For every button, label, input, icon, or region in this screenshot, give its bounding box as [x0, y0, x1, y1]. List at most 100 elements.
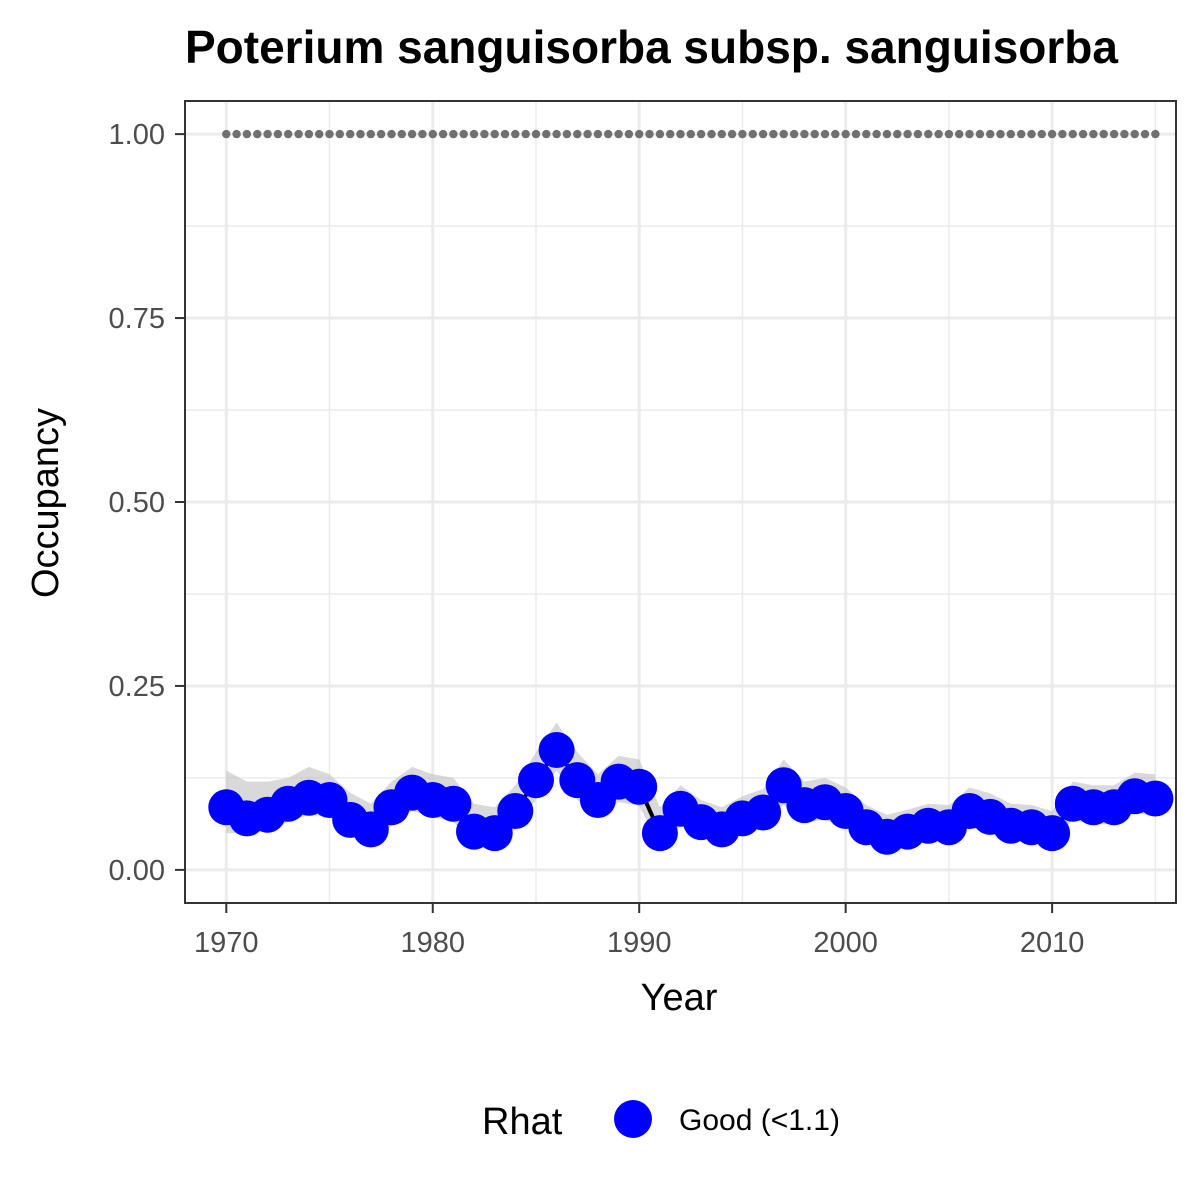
x-tick-label: 1970 [194, 927, 259, 959]
reference-dot [562, 129, 572, 139]
reference-dot [397, 129, 406, 139]
reference-dot [800, 129, 809, 139]
reference-dot [1047, 129, 1057, 139]
reference-dot [975, 129, 985, 139]
y-tick-label: 0.00 [109, 855, 165, 887]
reference-dot [624, 129, 634, 139]
reference-dot [758, 129, 768, 139]
reference-dot [851, 129, 861, 139]
y-axis-title: Occupancy [25, 408, 67, 598]
x-tick-label: 2000 [813, 927, 878, 959]
data-point [621, 768, 658, 805]
reference-dot [789, 129, 799, 139]
reference-dot [253, 129, 262, 139]
reference-dot [779, 129, 788, 139]
reference-dot [542, 129, 551, 139]
reference-dot [604, 129, 613, 139]
reference-dot [335, 129, 344, 139]
reference-dot [913, 129, 923, 139]
reference-dot [346, 129, 355, 139]
reference-dot [986, 129, 995, 139]
reference-dot [893, 129, 902, 139]
reference-dot [1130, 129, 1139, 139]
y-tick-label: 0.50 [109, 487, 165, 519]
reference-dot [593, 129, 603, 139]
reference-dot [511, 129, 520, 139]
reference-dot [1089, 129, 1098, 139]
reference-dot [810, 129, 819, 139]
reference-dot [428, 129, 437, 139]
reference-dot [1151, 129, 1160, 139]
plot-panel [184, 100, 1177, 904]
x-axis-title: Year [641, 977, 718, 1019]
reference-dot [1027, 129, 1036, 139]
reference-dot [655, 129, 665, 139]
reference-dot [459, 129, 468, 139]
reference-dot [841, 129, 850, 139]
reference-dot [1140, 129, 1150, 139]
reference-dot [500, 129, 510, 139]
reference-dot [304, 129, 314, 139]
reference-dot [955, 129, 964, 139]
reference-dot [1037, 129, 1047, 139]
reference-dot [449, 129, 458, 139]
x-tick-label: 1990 [607, 927, 672, 959]
reference-dot [645, 129, 654, 139]
reference-dot [315, 129, 324, 139]
reference-dot [552, 129, 561, 139]
reference-dot [366, 129, 375, 139]
reference-dot [820, 129, 830, 139]
reference-dot [583, 129, 592, 139]
reference-dot [903, 129, 912, 139]
reference-dot [748, 129, 757, 139]
reference-dot [924, 129, 933, 139]
reference-dot [1109, 129, 1119, 139]
x-axis: 1970 1980 1990 2000 2010 [194, 903, 1084, 959]
reference-dot [232, 129, 241, 139]
reference-dot [996, 129, 1005, 139]
reference-dot [872, 129, 881, 139]
chart-title: Poterium sanguisorba subsp. sanguisorba [185, 21, 1118, 73]
reference-dot [294, 129, 303, 139]
y-axis: 0.00 0.25 0.50 0.75 1.00 [109, 119, 185, 887]
reference-dot [1006, 129, 1015, 139]
x-tick-label: 1980 [400, 927, 465, 959]
reference-dot [480, 129, 489, 139]
data-point [745, 794, 782, 831]
reference-dot [325, 129, 334, 139]
x-tick-label: 2010 [1020, 927, 1085, 959]
data-points [208, 732, 1174, 855]
y-tick-label: 0.75 [109, 303, 165, 335]
reference-dot [717, 129, 726, 139]
reference-dot [1078, 129, 1088, 139]
reference-dot [707, 129, 716, 139]
reference-dot [686, 129, 695, 139]
reference-dot [284, 129, 293, 139]
data-point [538, 732, 575, 768]
reference-dot [490, 129, 499, 139]
legend: Rhat Good (<1.1) [482, 1100, 840, 1143]
reference-dot [1017, 129, 1026, 139]
reference-dot [263, 129, 272, 139]
reference-dot [242, 129, 252, 139]
reference-dot [531, 129, 541, 139]
reference-dot [738, 129, 747, 139]
legend-label-good: Good (<1.1) [679, 1104, 840, 1137]
data-point [641, 815, 678, 852]
reference-dot [273, 129, 283, 139]
data-point [518, 762, 554, 799]
reference-dot [934, 129, 943, 139]
legend-key-good [614, 1100, 652, 1138]
y-tick-label: 0.25 [109, 671, 165, 703]
reference-dot [944, 129, 954, 139]
reference-dot [727, 129, 737, 139]
legend-title: Rhat [482, 1101, 563, 1143]
data-point [497, 793, 534, 829]
reference-dot [769, 129, 778, 139]
reference-dot [676, 129, 685, 139]
data-point [1034, 815, 1071, 852]
reference-line-dotted [222, 129, 1160, 139]
reference-dot [614, 129, 623, 139]
reference-dot [407, 129, 417, 139]
reference-dot [696, 129, 706, 139]
